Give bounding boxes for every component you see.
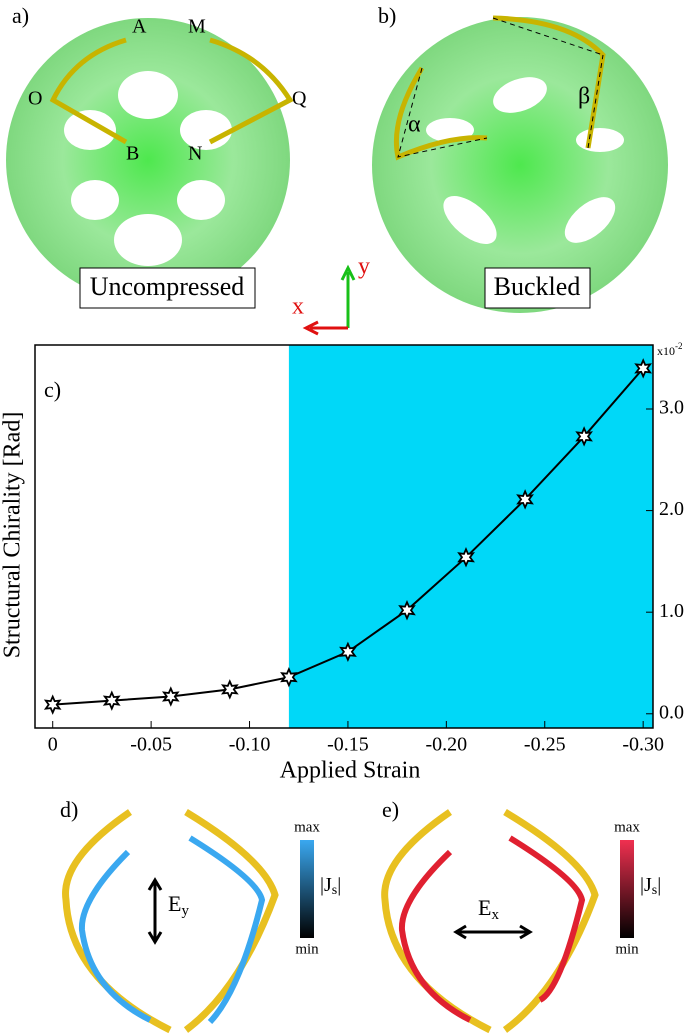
multiplier-exp: -2: [675, 341, 683, 351]
y-multiplier: x10-2: [657, 341, 683, 358]
current-symbol: |J: [320, 874, 332, 896]
field: Ey: [168, 891, 189, 919]
axes-icon: y x: [292, 254, 370, 336]
current: [508, 835, 586, 1003]
field: Ex: [478, 895, 499, 923]
caption: Uncompressed: [90, 272, 245, 301]
point-label: Q: [292, 88, 307, 110]
panel-d: d) Ey max min |Js|: [60, 797, 341, 1034]
data-point: [43, 694, 62, 715]
angle-label: α: [408, 112, 421, 138]
point-label: B: [126, 143, 139, 165]
colorbar: [300, 840, 314, 938]
panel-label: a): [12, 3, 29, 28]
data-point: [280, 666, 298, 688]
current-sub: s: [652, 883, 657, 898]
guide: [397, 17, 604, 158]
colorbar-min: min: [615, 941, 639, 957]
field-symbol: E: [168, 891, 181, 916]
panel-label: e): [382, 797, 399, 822]
panel-a: a) A M O Q B N Uncompressed: [6, 3, 307, 309]
chart: c) Applied Strain Structural Chirality […: [0, 341, 684, 783]
current-end: |: [657, 874, 661, 896]
field-arrow: [147, 877, 163, 945]
data-point: [575, 426, 593, 447]
angle-label: β: [578, 84, 590, 110]
x-tick-label: -0.10: [229, 734, 271, 756]
x-tick-label: -0.20: [426, 734, 468, 756]
y-tick-label: 2.0: [659, 498, 684, 520]
point-label: N: [188, 143, 202, 165]
data-point: [102, 690, 121, 711]
current-end: |: [337, 874, 341, 896]
point-label: O: [28, 88, 42, 110]
axis-label: x: [292, 294, 304, 320]
colorbar-max: max: [614, 819, 640, 835]
field-arrow: [453, 924, 533, 940]
panel-label: c): [44, 377, 61, 402]
caption: Buckled: [494, 272, 581, 301]
y-tick-label: 0.0: [659, 701, 684, 723]
multiplier-base: x10: [657, 344, 675, 358]
current-sub: s: [332, 883, 337, 898]
field-symbol: E: [478, 895, 491, 920]
sphere: [6, 18, 290, 302]
x-tick-label: -0.25: [524, 734, 566, 756]
data-point: [398, 599, 416, 621]
x-tick-label: -0.05: [130, 734, 172, 756]
y-tick-label: 1.0: [659, 600, 684, 622]
data-point: [339, 641, 357, 663]
data-point: [457, 547, 475, 568]
field-sub: x: [491, 907, 499, 923]
point-label: A: [132, 16, 147, 38]
panel-label: d): [60, 797, 78, 822]
axis-label: y: [358, 254, 370, 280]
current: [78, 849, 152, 1023]
current: [188, 835, 266, 1025]
shaded-region: [288, 345, 653, 728]
holes: [64, 71, 232, 266]
y-tick-label: 3.0: [659, 397, 684, 419]
caption-box: [79, 267, 256, 309]
point-label: M: [188, 16, 206, 38]
current-label: |Js|: [640, 874, 661, 899]
caption-box: [484, 267, 591, 309]
current: [398, 849, 472, 1023]
wire: [183, 809, 279, 1033]
field-sub: y: [181, 903, 189, 919]
wire: [502, 808, 599, 1033]
colorbar-max: max: [294, 819, 320, 835]
plot-frame: [34, 344, 654, 729]
data-point: [516, 489, 534, 510]
x-tick-label: 0: [48, 734, 58, 756]
wire: [49, 37, 294, 145]
panel-b: b) α β Buckled: [372, 3, 668, 313]
data-point: [634, 358, 653, 379]
current-label: |Js|: [320, 874, 341, 899]
data-point: [161, 686, 180, 707]
colorbar-min: min: [295, 941, 319, 957]
panel-label: b): [378, 3, 396, 28]
x-axis-label: Applied Strain: [280, 758, 421, 784]
current-symbol: |J: [640, 874, 652, 896]
colorbar: [620, 840, 634, 938]
y-axis-label: Structural Chirality [Rad]: [0, 412, 26, 659]
panel-e: e) Ex max min |Js|: [381, 797, 661, 1034]
x-tick-label: -0.15: [327, 734, 369, 756]
x-tick-label: -0.30: [622, 734, 664, 756]
sphere: [372, 17, 668, 313]
data-point: [220, 679, 239, 700]
